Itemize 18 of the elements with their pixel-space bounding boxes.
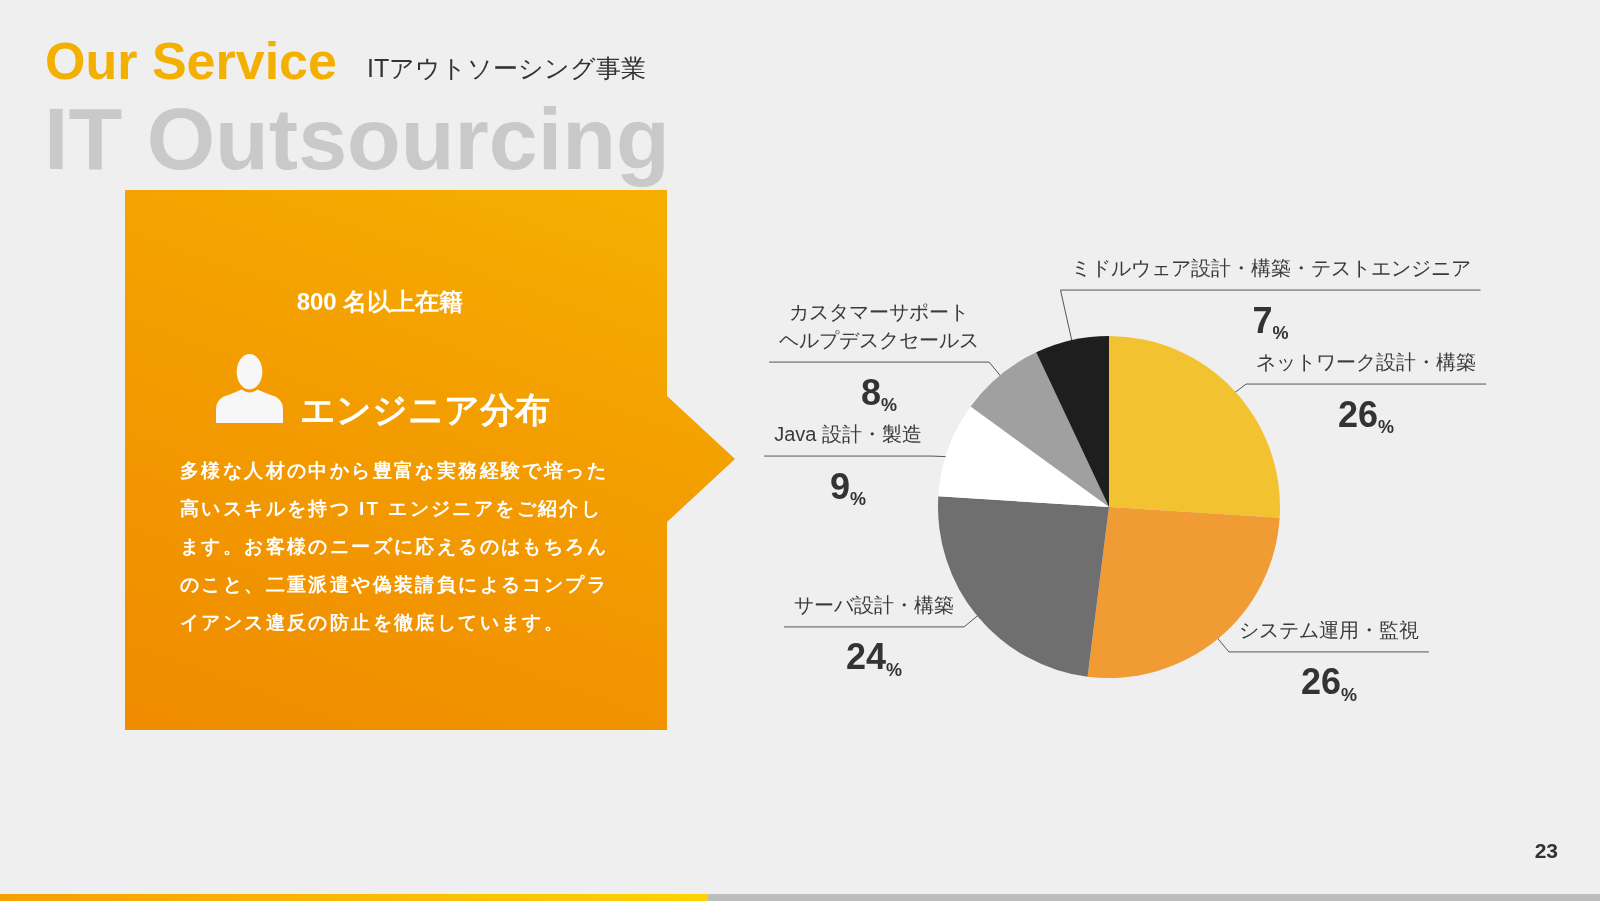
text: 多様な人材の中から豊富な実務経験で培った高いスキルを持つ IT エンジニアをご紹介します。お客様のニーズに応えるのはもちろんのこと、二重派遣や偽装請負によるコンプライアンス違反の防止を徹底しています。	[180, 459, 609, 635]
text: Our Service	[45, 32, 337, 90]
data-label: 24%	[846, 636, 903, 680]
text: エンジニア分布	[300, 389, 550, 431]
slice-label: システム運用・監視	[1238, 618, 1419, 641]
slice-label: ネットワーク設計・構築	[1256, 351, 1477, 374]
slice-label: Java 設計・製造	[774, 423, 923, 446]
data-label: 26%	[1338, 393, 1395, 438]
slice-label: カスタマーサポートヘルプデスクセールス	[779, 301, 980, 352]
slice-label: ミドルウェア設計・構築・テストエンジニア	[1070, 257, 1471, 280]
slice-label: サーバ設計・構築	[794, 593, 955, 616]
text: ITアウトソーシング事業	[367, 53, 647, 82]
data-label: 7%	[1252, 299, 1289, 344]
data-label: 9%	[830, 465, 867, 510]
data-label: 8%	[861, 371, 898, 416]
text: 23	[1534, 839, 1558, 862]
text: 800 名以上在籍	[295, 287, 465, 317]
data-label: 26%	[1300, 661, 1357, 705]
